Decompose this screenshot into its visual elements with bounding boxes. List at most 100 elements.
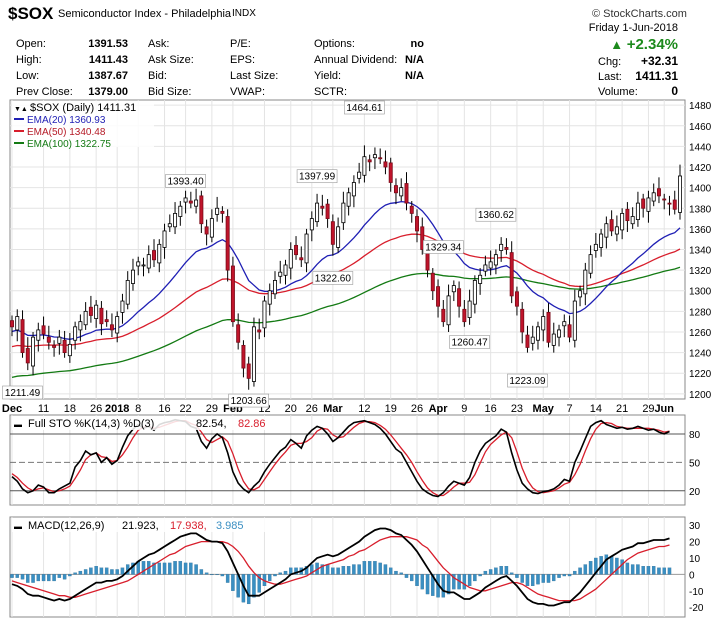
candle-down	[204, 226, 209, 235]
macd-histogram-bar	[47, 574, 51, 582]
candle-down	[441, 308, 446, 323]
x-tick-label: May	[533, 403, 555, 415]
macd-histogram-bar	[367, 561, 372, 575]
macd-histogram-bar	[331, 567, 335, 575]
candle-down	[378, 157, 383, 160]
macd-histogram-bar	[320, 564, 325, 575]
macd-histogram-bar	[73, 572, 77, 575]
candle-up	[472, 280, 477, 305]
macd-histogram-bar	[383, 564, 388, 575]
candle-down	[436, 286, 441, 307]
candle-up	[651, 192, 656, 202]
macd-histogram-bar	[657, 567, 661, 575]
candle-down	[509, 252, 514, 297]
macd-y-tick: 10	[689, 554, 701, 565]
label-options: Options:	[314, 38, 355, 50]
candle-down	[199, 195, 204, 225]
annotation-box	[423, 240, 464, 254]
candle-up	[178, 205, 183, 217]
x-tick-label: 8	[135, 403, 141, 415]
x-tick-label: 22	[179, 403, 191, 415]
candle-down	[246, 363, 251, 379]
quote-label-high: High:	[16, 54, 42, 66]
candle-down	[393, 185, 398, 194]
candle-up	[136, 261, 141, 267]
macd-y-tick: 20	[689, 538, 701, 549]
x-tick-label: 14	[590, 403, 602, 415]
macd-histogram-bar	[31, 574, 35, 583]
macd-histogram-bar	[425, 574, 430, 595]
macd-histogram-bar	[583, 564, 588, 575]
macd-histogram-bar	[325, 564, 330, 575]
price-y-tick: 1440	[689, 142, 712, 153]
quote-value-high: 1411.43	[88, 54, 128, 66]
x-tick-label: 21	[616, 403, 628, 415]
candle-up	[115, 316, 120, 334]
macd-histogram-bar	[99, 567, 104, 575]
candle-up	[36, 329, 41, 341]
macd-histogram-bar	[141, 561, 146, 575]
candle-down	[330, 221, 335, 245]
macd-histogram-bar	[541, 574, 545, 583]
brand[interactable]: © StockCharts.com	[592, 8, 687, 20]
macd-histogram-bar	[246, 574, 251, 605]
candle-up	[94, 304, 99, 319]
annotation-label: 1223.09	[509, 376, 546, 387]
annotation-box	[475, 207, 517, 222]
macd-histogram-bar	[594, 557, 598, 575]
price-y-tick: 1300	[689, 287, 712, 298]
macd-histogram-bar	[62, 574, 67, 580]
annotation-label: 1203.66	[231, 396, 268, 407]
sto-k-line	[11, 418, 670, 498]
annotation-box	[449, 335, 490, 349]
candle-down	[109, 324, 114, 331]
macd-histogram-bar	[630, 564, 635, 575]
macd-histogram-bar	[57, 574, 62, 578]
candle-down	[662, 198, 667, 201]
candle-up	[357, 171, 362, 179]
macd-histogram-bar	[646, 566, 651, 575]
symbol: $SOX	[8, 4, 54, 23]
price-y-tick: 1360	[689, 225, 712, 236]
macd-histogram-bar	[194, 564, 198, 575]
candle-up	[372, 154, 377, 159]
candle-up	[283, 264, 288, 276]
macd-histogram-bar	[504, 566, 509, 575]
candle-up	[73, 326, 78, 341]
quote-label-open: Open:	[16, 38, 46, 50]
candle-down	[415, 216, 419, 232]
quote-value-prev-close: 1379.00	[88, 86, 128, 98]
macd-histogram-bar	[352, 564, 356, 575]
macd-histogram-bar	[373, 561, 377, 575]
sto-y-tick: 50	[689, 458, 701, 469]
quote-value-low: 1387.67	[88, 70, 128, 82]
macd-style-icon: ▬	[14, 522, 22, 531]
candle-up	[620, 213, 625, 231]
label-volume: Volume:	[598, 86, 638, 98]
value-yield: N/A	[405, 70, 424, 82]
macd-histogram-bar	[441, 574, 446, 598]
price-y-tick: 1220	[689, 369, 712, 380]
candle-up	[467, 300, 472, 318]
macd-line	[11, 527, 670, 607]
macd-histogram-bar	[83, 569, 88, 575]
price-y-tick: 1480	[689, 101, 712, 112]
candle-up	[15, 316, 20, 331]
macd-histogram-bar	[557, 574, 561, 578]
value-chg: +32.31	[640, 54, 678, 68]
label-vwap: VWAP:	[230, 86, 266, 98]
candle-down	[152, 250, 156, 261]
macd-hist-value: 3.985	[216, 520, 244, 532]
macd-histogram-bar	[183, 562, 188, 575]
candle-up	[83, 310, 88, 326]
price-y-tick: 1380	[689, 204, 712, 215]
candle-up	[251, 326, 256, 382]
candle-down	[609, 219, 614, 232]
candle-down	[188, 200, 193, 204]
macd-value: 21.923,	[122, 520, 159, 532]
macd-histogram-bar	[210, 574, 214, 576]
candle-up	[604, 223, 609, 238]
macd-histogram-bar	[462, 574, 467, 590]
label-ask-size: Ask Size:	[148, 54, 194, 66]
macd-y-tick: -20	[689, 603, 704, 614]
